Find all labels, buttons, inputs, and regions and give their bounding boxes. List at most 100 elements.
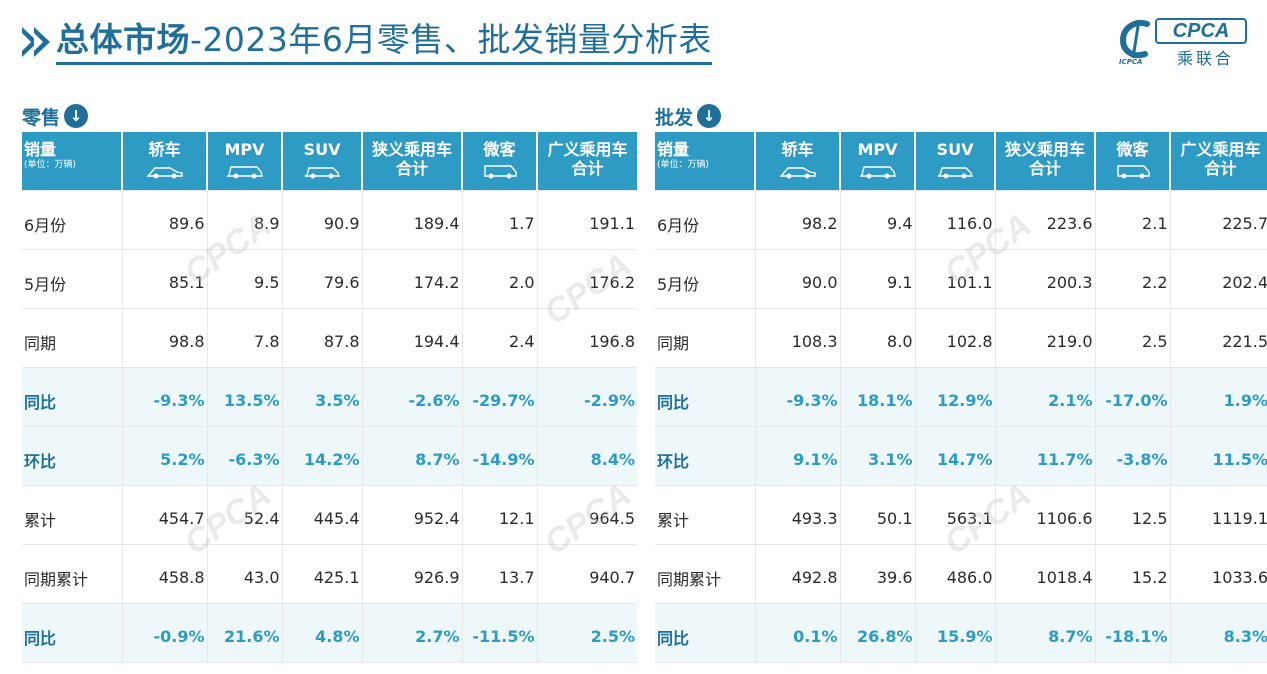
column-header: MPV [206,132,282,190]
column-header: 广义乘用车 合计 [536,132,637,190]
row-label: 5月份 [655,248,755,308]
cpca-emblem-icon [1119,19,1150,59]
table-row: 同期累计 492.8 39.6 486.0 1018.4 15.2 1033.6 [655,543,1267,603]
table-cell: 8.7% [361,425,462,485]
column-header: 狭义乘用车 合计 [994,132,1095,190]
table-cell: -17.0% [1094,366,1170,426]
row-label: 同比 [22,602,122,663]
table-cell: 90.9 [281,189,362,249]
table-cell: 98.8 [121,307,207,367]
retail-section: 零售 ↓ 销量 (单位：万辆) 轿车 MPV SUV 狭义乘用车 合计 微客 广义乘用车 合计 6月… [22,100,637,663]
table-cell: 89.6 [121,189,207,249]
row-label: 累计 [22,484,122,544]
suv-icon [283,163,361,179]
wholesale-table: 销量 (单位：万辆) 轿车 MPV SUV 狭义乘用车 合计 微客 广义乘用车 合计 6月份 98.2… [655,132,1267,663]
table-cell: 9.5 [206,248,282,308]
logo-small-text: ICPCA [1119,58,1143,66]
table-cell: 43.0 [206,543,282,603]
table-cell: 196.8 [536,307,637,367]
row-label: 累计 [655,484,755,544]
table-cell: 2.0 [461,248,537,308]
table-cell: 5.2% [121,425,207,485]
table-cell: 52.4 [206,484,282,544]
table-cell: 50.1 [839,484,915,544]
table-cell: 12.1 [461,484,537,544]
table-cell: -14.9% [461,425,537,485]
table-cell: 492.8 [754,543,840,603]
header-row: 销量 (单位：万辆) 轿车 MPV SUV 狭义乘用车 合计 微客 广义乘用车 合计 [22,132,637,190]
table-row: 同期累计 458.8 43.0 425.1 926.9 13.7 940.7 [22,543,637,603]
table-cell: 3.5% [281,366,362,426]
column-header: 轿车 [121,132,207,190]
row-label: 6月份 [22,189,122,249]
table-cell: 98.2 [754,189,840,249]
table-cell: 26.8% [839,602,915,663]
sedan-icon [756,163,839,179]
table-cell: 964.5 [536,484,637,544]
table-cell: -0.9% [121,602,207,663]
table-cell: 21.6% [206,602,282,663]
suv-icon [916,163,994,179]
table-cell: 2.1% [994,366,1095,426]
table-cell: 9.1 [839,248,915,308]
table-row: 环比 5.2% -6.3% 14.2% 8.7% -14.9% 8.4% [22,425,637,485]
table-cell: 116.0 [914,189,995,249]
table-cell: 9.1% [754,425,840,485]
table-cell: 9.4 [839,189,915,249]
table-cell: 87.8 [281,307,362,367]
sedan-icon [123,163,206,179]
row-label: 5月份 [22,248,122,308]
table-cell: 225.7 [1169,189,1267,249]
arrow-down-icon: ↓ [697,104,722,128]
minivan-icon [463,163,536,179]
column-header: 狭义乘用车 合计 [361,132,462,190]
row-label: 同期 [22,307,122,367]
table-cell: 90.0 [754,248,840,308]
table-cell: -9.3% [754,366,840,426]
table-cell: 563.1 [914,484,995,544]
cpca-logo: CPCA 乘联合 ICPCA [1117,14,1249,68]
table-row: 同比 -0.9% 21.6% 4.8% 2.7% -11.5% 2.5% [22,602,637,663]
table-cell: -29.7% [461,366,537,426]
table-cell: 176.2 [536,248,637,308]
table-cell: 0.1% [754,602,840,663]
table-cell: 8.9 [206,189,282,249]
table-cell: 202.4 [1169,248,1267,308]
table-cell: 1018.4 [994,543,1095,603]
row-label: 同期累计 [22,543,122,603]
table-cell: 102.8 [914,307,995,367]
table-row: 同比 -9.3% 18.1% 12.9% 2.1% -17.0% 1.9% [655,366,1267,426]
table-cell: 191.1 [536,189,637,249]
table-cell: 493.3 [754,484,840,544]
table-cell: 15.9% [914,602,995,663]
table-cell: 223.6 [994,189,1095,249]
table-cell: 425.1 [281,543,362,603]
table-cell: 2.1 [1094,189,1170,249]
table-cell: 2.5 [1094,307,1170,367]
table-cell: 194.4 [361,307,462,367]
table-cell: 11.7% [994,425,1095,485]
table-cell: 18.1% [839,366,915,426]
table-row: 环比 9.1% 3.1% 14.7% 11.7% -3.8% 11.5% [655,425,1267,485]
table-cell: -2.6% [361,366,462,426]
logo-text: CPCA [1155,18,1247,44]
page-title: 总体市场-2023年6月零售、批发销量分析表 [56,20,712,65]
table-cell: 219.0 [994,307,1095,367]
table-cell: 458.8 [121,543,207,603]
table-cell: 454.7 [121,484,207,544]
table-cell: 14.7% [914,425,995,485]
mpv-icon [841,163,914,179]
table-cell: 1033.6 [1169,543,1267,603]
row-label: 环比 [22,425,122,485]
table-cell: 4.8% [281,602,362,663]
table-row: 同比 -9.3% 13.5% 3.5% -2.6% -29.7% -2.9% [22,366,637,426]
table-cell: 108.3 [754,307,840,367]
chevron-right-icon [22,27,50,57]
page-title-bold: 总体市场 [56,19,190,59]
table-cell: 8.4% [536,425,637,485]
retail-table: 销量 (单位：万辆) 轿车 MPV SUV 狭义乘用车 合计 微客 广义乘用车 合计 6月份 89.6… [22,132,637,663]
retail-title-label: 零售 [22,106,61,129]
table-cell: 79.6 [281,248,362,308]
table-cell: -6.3% [206,425,282,485]
column-header: 微客 [1094,132,1170,190]
